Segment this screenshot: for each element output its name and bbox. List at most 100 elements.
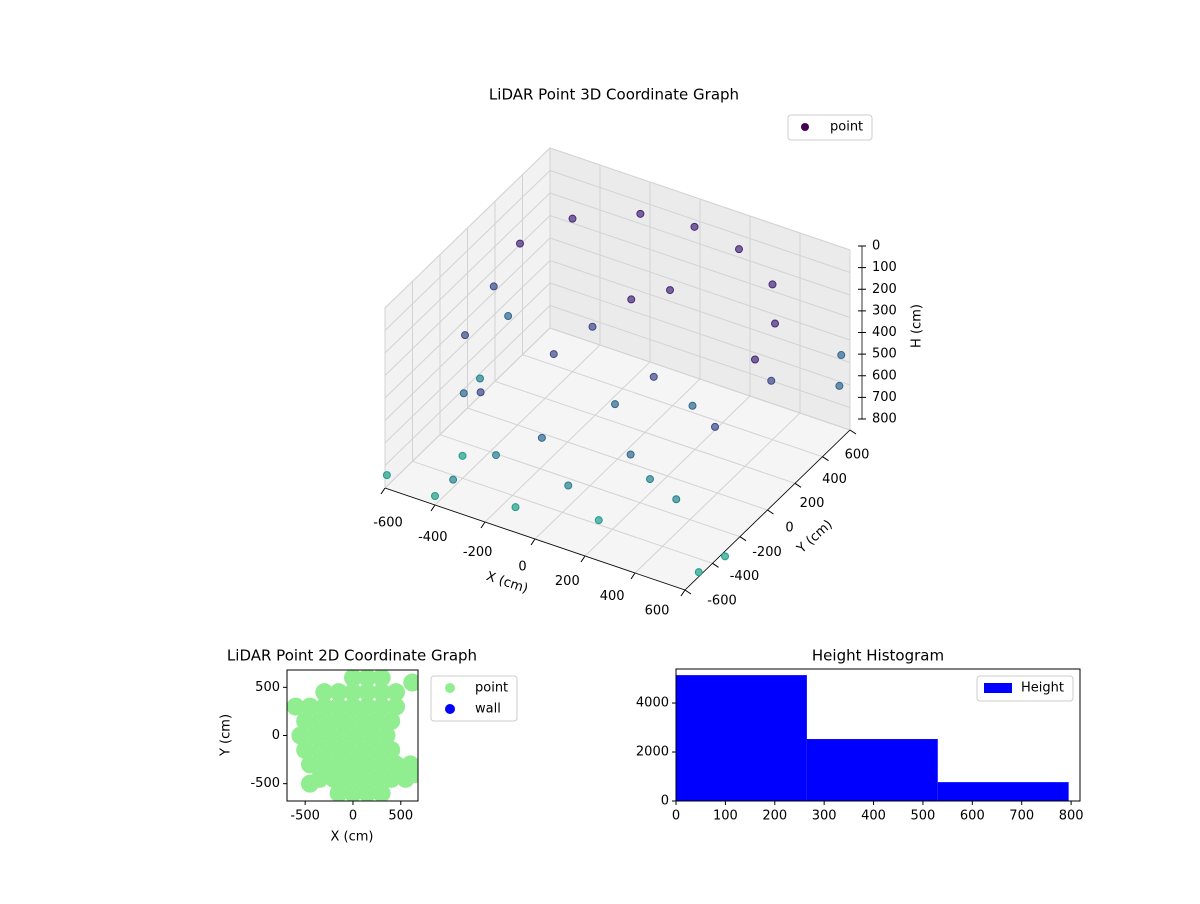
point xyxy=(329,784,348,801)
point xyxy=(768,280,777,289)
grid-line xyxy=(384,282,551,444)
grid-line xyxy=(384,305,551,466)
tick-mark xyxy=(767,509,774,515)
point xyxy=(403,673,418,692)
y-tick-label: 4000 xyxy=(636,696,669,711)
point xyxy=(688,401,697,410)
grid-line xyxy=(412,460,713,564)
legend-box xyxy=(976,675,1074,702)
x-tick-label: 0 xyxy=(349,809,357,824)
point xyxy=(300,697,319,716)
point xyxy=(324,740,343,759)
point xyxy=(343,755,362,774)
point xyxy=(504,312,513,321)
point xyxy=(837,351,846,360)
x-tick-label: 300 xyxy=(812,809,837,824)
point xyxy=(735,245,743,254)
chart-title: LiDAR Point 2D Coordinate Graph xyxy=(227,647,477,665)
point xyxy=(646,475,654,484)
grid-line xyxy=(384,192,551,354)
point xyxy=(690,222,699,231)
grid-line xyxy=(494,380,796,484)
point xyxy=(649,372,658,381)
x-tick-label: 600 xyxy=(645,604,670,619)
point xyxy=(694,568,703,577)
x-tick-label: 100 xyxy=(713,809,738,824)
bar xyxy=(806,739,938,801)
point xyxy=(492,451,500,460)
point xyxy=(382,712,401,731)
y-tick-label: 600 xyxy=(845,448,870,463)
tick-mark xyxy=(794,482,802,488)
point xyxy=(459,389,468,398)
y-tick-label: 0 xyxy=(272,728,280,743)
point xyxy=(305,726,324,745)
point xyxy=(358,670,377,687)
point xyxy=(431,492,439,500)
point xyxy=(387,697,406,716)
tick-mark xyxy=(712,562,719,568)
point xyxy=(315,697,334,716)
point xyxy=(363,726,382,745)
point xyxy=(315,755,334,774)
y-tick-label: -600 xyxy=(707,594,737,609)
z-tick-label: 200 xyxy=(872,282,897,297)
x-tick-label: 400 xyxy=(600,589,625,604)
grid-line xyxy=(549,147,851,251)
point xyxy=(353,740,372,759)
x-tick-label: 0 xyxy=(518,560,526,575)
x-tick-label: -200 xyxy=(463,545,493,560)
y-tick-label: -400 xyxy=(730,569,760,584)
point xyxy=(771,319,779,328)
point xyxy=(367,712,386,731)
point xyxy=(382,471,391,480)
y-tick-label: -200 xyxy=(752,545,782,560)
point xyxy=(537,433,546,442)
legend-marker xyxy=(445,683,455,693)
grid-line xyxy=(522,354,823,458)
grid-line xyxy=(384,237,551,399)
grid-line xyxy=(384,327,551,489)
point xyxy=(339,769,358,788)
point xyxy=(348,726,367,745)
tick-mark xyxy=(580,555,586,563)
point xyxy=(461,331,469,340)
x-tick-label: 800 xyxy=(1059,809,1084,824)
point xyxy=(387,683,406,702)
tick-mark xyxy=(380,487,386,495)
point xyxy=(358,697,377,716)
legend-marker xyxy=(445,704,455,714)
point xyxy=(343,784,362,801)
point xyxy=(372,755,391,774)
y-axis-line xyxy=(684,429,851,591)
z-tick-label: 100 xyxy=(872,260,897,275)
point xyxy=(382,740,401,759)
point xyxy=(458,451,467,460)
bar xyxy=(937,782,1069,801)
point xyxy=(329,755,348,774)
point xyxy=(476,388,485,397)
tick-mark xyxy=(530,538,536,546)
y-tick-label: 2000 xyxy=(636,745,669,760)
point xyxy=(287,697,305,716)
legend-marker xyxy=(984,683,1012,693)
grid-line xyxy=(549,215,851,318)
point xyxy=(382,769,401,788)
grid-line xyxy=(384,170,551,331)
y-axis-title: Y (cm) xyxy=(219,714,234,757)
point xyxy=(636,209,645,218)
z-axis-title: H (cm) xyxy=(910,304,925,348)
legend-box xyxy=(787,114,873,141)
point xyxy=(296,712,315,731)
legend-label: point xyxy=(475,681,508,696)
x-tick-label: 600 xyxy=(960,809,985,824)
grid-line xyxy=(549,170,851,273)
grid-line xyxy=(384,147,551,309)
tick-mark xyxy=(630,572,636,580)
legend-marker xyxy=(801,123,809,131)
point xyxy=(372,784,391,801)
z-tick-label: 500 xyxy=(872,347,897,362)
z-tick-label: 800 xyxy=(872,412,897,427)
point xyxy=(588,322,597,331)
point xyxy=(672,495,681,504)
